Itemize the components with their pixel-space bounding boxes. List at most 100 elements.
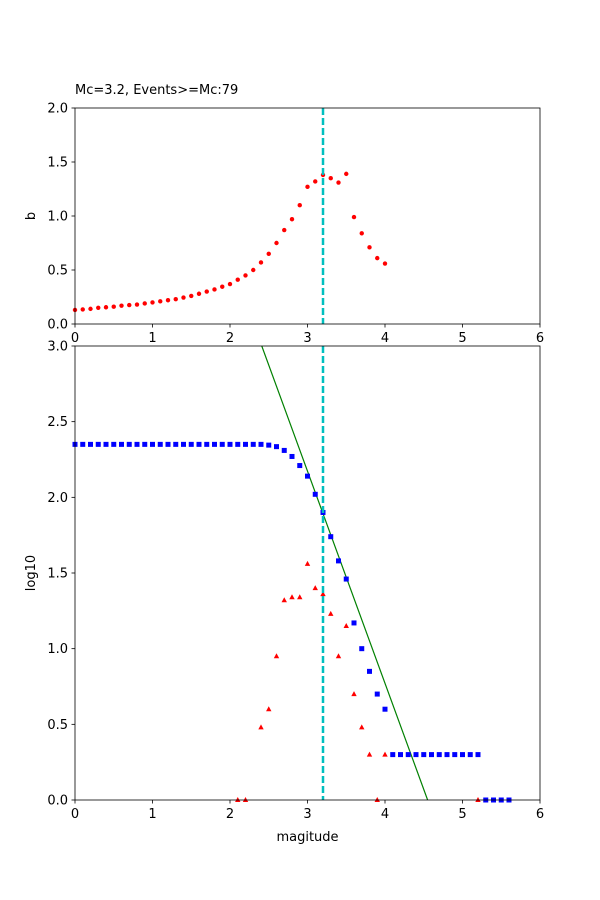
point bbox=[80, 441, 86, 447]
point bbox=[189, 293, 194, 299]
point bbox=[212, 287, 217, 292]
x-tick-label: 5 bbox=[458, 807, 466, 822]
y-tick-label: 1.0 bbox=[47, 642, 68, 657]
point bbox=[343, 622, 349, 628]
point bbox=[258, 724, 264, 730]
point bbox=[359, 646, 365, 652]
plot-area bbox=[261, 346, 429, 800]
point bbox=[204, 289, 209, 294]
point bbox=[375, 255, 380, 261]
point bbox=[103, 441, 109, 447]
point bbox=[258, 260, 264, 265]
point bbox=[351, 620, 357, 626]
y-tick-label: 1.0 bbox=[47, 210, 68, 225]
point bbox=[297, 203, 302, 208]
point bbox=[266, 251, 271, 256]
point bbox=[127, 302, 132, 308]
point bbox=[297, 594, 303, 600]
point bbox=[88, 306, 93, 312]
point bbox=[235, 441, 241, 447]
point bbox=[289, 217, 295, 222]
point bbox=[281, 447, 287, 453]
point bbox=[444, 752, 450, 758]
point bbox=[242, 797, 249, 802]
point bbox=[173, 296, 178, 302]
x-tick-label: 0 bbox=[71, 331, 79, 346]
point bbox=[258, 441, 264, 447]
point bbox=[405, 752, 411, 758]
y-tick-label: 1.5 bbox=[47, 156, 68, 171]
point bbox=[150, 300, 155, 305]
point bbox=[382, 751, 388, 757]
point bbox=[475, 797, 481, 802]
point bbox=[336, 180, 341, 185]
axes-background bbox=[75, 346, 540, 800]
point bbox=[181, 295, 186, 300]
point bbox=[475, 752, 481, 758]
point bbox=[305, 473, 310, 479]
point bbox=[312, 491, 318, 497]
point bbox=[366, 751, 373, 757]
point bbox=[328, 534, 334, 540]
point bbox=[382, 706, 388, 712]
point bbox=[344, 171, 349, 177]
y-tick-label: 3.0 bbox=[47, 340, 68, 355]
point bbox=[196, 291, 202, 296]
point bbox=[274, 240, 279, 246]
point bbox=[111, 441, 117, 447]
point bbox=[374, 691, 380, 697]
point bbox=[243, 441, 248, 447]
x-tick-label: 6 bbox=[536, 331, 544, 346]
point bbox=[289, 594, 295, 600]
point bbox=[367, 668, 372, 674]
point bbox=[436, 752, 442, 758]
x-tick-label: 4 bbox=[381, 807, 389, 822]
y-tick-label: 2.0 bbox=[47, 102, 68, 117]
point bbox=[150, 441, 155, 447]
point bbox=[421, 752, 427, 758]
point bbox=[398, 752, 403, 758]
x-tick-label: 0 bbox=[71, 807, 79, 822]
y-tick-label: 2.5 bbox=[47, 415, 68, 430]
point bbox=[336, 558, 341, 564]
x-tick-label: 6 bbox=[536, 807, 544, 822]
x-tick-label: 1 bbox=[148, 807, 156, 822]
point bbox=[251, 267, 256, 273]
point bbox=[266, 706, 272, 712]
axes-title: Mc=3.2, Events>=Mc:79 bbox=[75, 83, 238, 98]
point bbox=[452, 752, 458, 758]
point bbox=[273, 653, 280, 659]
x-tick-label: 1 bbox=[148, 331, 156, 346]
y-tick-label: 1.5 bbox=[47, 567, 68, 582]
point bbox=[460, 752, 465, 758]
point bbox=[335, 653, 342, 659]
point bbox=[297, 463, 303, 469]
point bbox=[274, 444, 279, 450]
x-tick-label: 5 bbox=[458, 331, 466, 346]
point bbox=[250, 441, 256, 447]
point bbox=[305, 184, 310, 190]
point bbox=[88, 441, 93, 447]
point bbox=[134, 302, 140, 307]
point bbox=[359, 724, 365, 730]
point bbox=[382, 261, 388, 266]
point bbox=[343, 576, 349, 582]
point bbox=[165, 298, 171, 303]
y-tick-label: 0.0 bbox=[47, 794, 68, 809]
point bbox=[204, 441, 210, 447]
point bbox=[351, 691, 357, 697]
point bbox=[165, 441, 171, 447]
x-tick-label: 2 bbox=[226, 807, 234, 822]
point bbox=[289, 453, 295, 459]
point bbox=[282, 227, 287, 233]
point bbox=[413, 752, 419, 758]
point bbox=[96, 305, 101, 310]
y-tick-label: 2.0 bbox=[47, 491, 68, 506]
y-tick-label: 0.5 bbox=[47, 264, 68, 279]
y-tick-label: 0.5 bbox=[47, 718, 68, 733]
point bbox=[235, 797, 241, 802]
point bbox=[235, 277, 240, 282]
point bbox=[142, 301, 147, 306]
x-axis-label: magitude bbox=[276, 830, 338, 845]
